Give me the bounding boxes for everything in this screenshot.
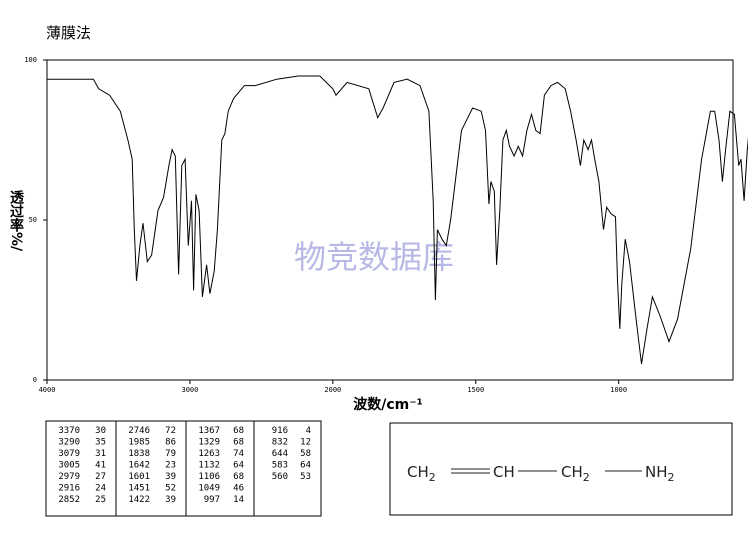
wavenumber: 583: [272, 461, 288, 471]
wavenumber: 1106: [198, 472, 220, 482]
transmittance: 68: [233, 472, 244, 482]
wavenumber: 1367: [198, 426, 220, 436]
subscript: 2: [583, 471, 590, 484]
transmittance: 39: [165, 472, 176, 482]
wavenumber: 644: [272, 449, 288, 459]
transmittance: 52: [165, 484, 176, 494]
x-tick-label: 3000: [181, 386, 198, 394]
wavenumber: 916: [272, 426, 288, 436]
wavenumber: 832: [272, 438, 288, 448]
x-axis-label: 波数/cm⁻¹: [353, 396, 423, 413]
atom-group: CH2: [561, 463, 590, 484]
x-tick-label: 1000: [610, 386, 627, 394]
watermark: 物竞数据库: [294, 238, 454, 276]
atom: CH: [561, 463, 583, 481]
peak-table-frame: [45, 420, 322, 517]
chart-title: 薄膜法: [46, 24, 91, 42]
transmittance: 24: [95, 484, 106, 494]
wavenumber: 1132: [198, 461, 220, 471]
wavenumber: 1422: [128, 495, 150, 505]
x-tick-label: 2000: [324, 386, 341, 394]
wavenumber: 1263: [198, 449, 220, 459]
x-tick-label: 4000: [39, 386, 56, 394]
atom: CH: [407, 463, 429, 481]
transmittance: 64: [300, 461, 311, 471]
wavenumber: 1329: [198, 438, 220, 448]
atom: CH: [493, 463, 515, 481]
transmittance: 58: [300, 449, 311, 459]
wavenumber: 3370: [58, 426, 80, 436]
transmittance: 86: [165, 438, 176, 448]
wavenumber: 1049: [198, 484, 220, 494]
subscript: 2: [429, 471, 436, 484]
y-axis-label: 透过率%/: [8, 190, 24, 252]
transmittance: 74: [233, 449, 244, 459]
subscript: 2: [668, 471, 675, 484]
atom-group: NH2: [645, 463, 675, 484]
transmittance: 72: [165, 426, 176, 436]
transmittance: 25: [95, 495, 106, 505]
wavenumber: 2746: [128, 426, 150, 436]
transmittance: 14: [233, 495, 244, 505]
transmittance: 35: [95, 438, 106, 448]
y-tick-label: 50: [29, 216, 37, 224]
atom-group: CH2: [407, 463, 436, 484]
atom-group: CH: [493, 463, 515, 481]
wavenumber: 560: [272, 472, 288, 482]
plot-frame: [46, 59, 734, 381]
transmittance: 41: [95, 461, 106, 471]
transmittance: 12: [300, 438, 311, 448]
wavenumber: 3079: [58, 449, 80, 459]
transmittance: 27: [95, 472, 106, 482]
wavenumber: 1451: [128, 484, 150, 494]
transmittance: 31: [95, 449, 106, 459]
wavenumber: 2916: [58, 484, 80, 494]
structure-frame: [389, 422, 733, 516]
transmittance: 30: [95, 426, 106, 436]
spectrum-line: [47, 75, 748, 365]
y-tick-label: 0: [33, 376, 37, 384]
transmittance: 46: [233, 484, 244, 494]
wavenumber: 2852: [58, 495, 80, 505]
atom: NH: [645, 463, 668, 481]
transmittance: 23: [165, 461, 176, 471]
wavenumber: 2979: [58, 472, 80, 482]
wavenumber: 3290: [58, 438, 80, 448]
transmittance: 68: [233, 426, 244, 436]
x-tick-label: 1500: [467, 386, 484, 394]
wavenumber: 1601: [128, 472, 150, 482]
transmittance: 68: [233, 438, 244, 448]
wavenumber: 1642: [128, 461, 150, 471]
transmittance: 4: [306, 426, 311, 436]
wavenumber: 1985: [128, 438, 150, 448]
wavenumber: 3005: [58, 461, 80, 471]
wavenumber: 997: [204, 495, 220, 505]
transmittance: 64: [233, 461, 244, 471]
transmittance: 53: [300, 472, 311, 482]
wavenumber: 1838: [128, 449, 150, 459]
y-tick-label: 100: [24, 56, 37, 64]
transmittance: 79: [165, 449, 176, 459]
transmittance: 39: [165, 495, 176, 505]
